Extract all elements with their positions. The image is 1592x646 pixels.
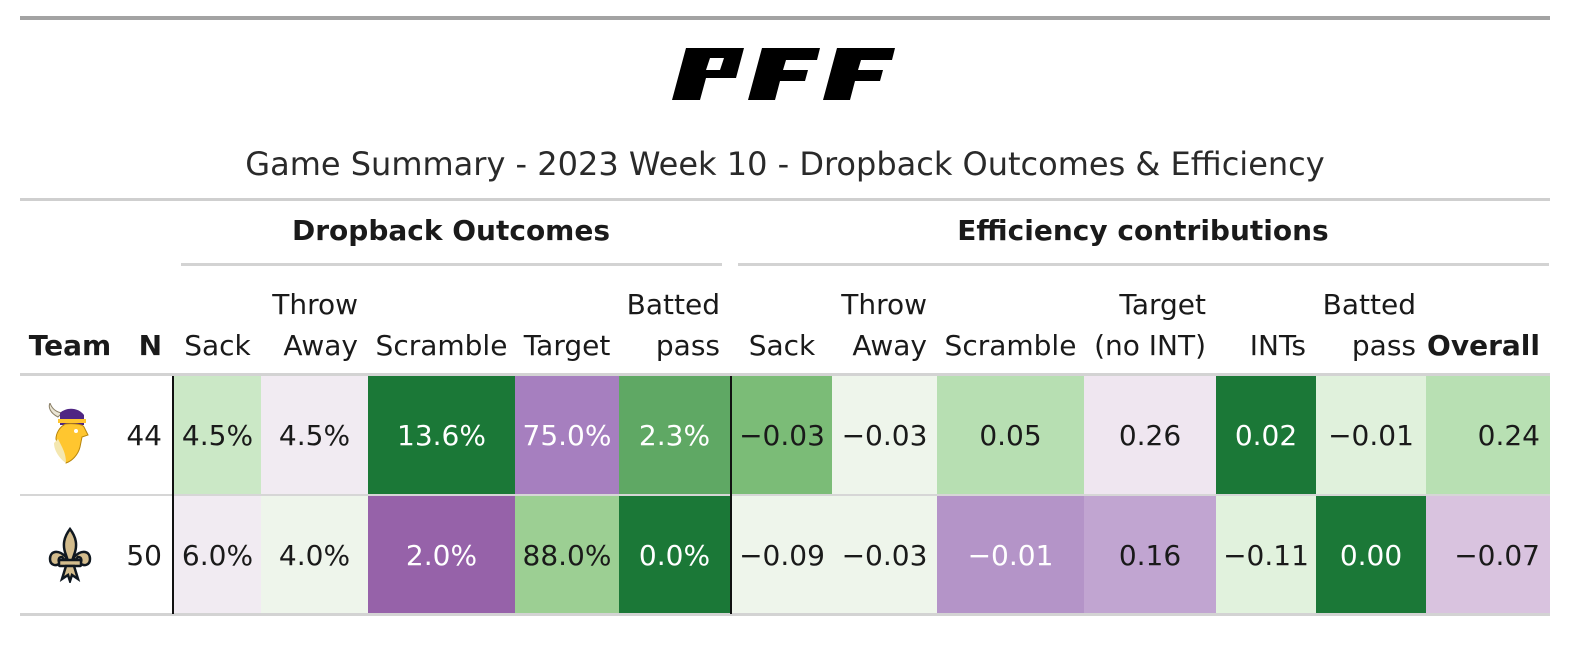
out-target-cell: 88.0% (515, 496, 619, 614)
top-rule (20, 16, 1550, 20)
title-rule (20, 198, 1550, 201)
out-scramble-cell: 13.6% (368, 376, 515, 494)
col-header-out-batted-pass[interactable]: Batted pass (626, 288, 720, 362)
col-header-team[interactable]: Team (28, 329, 112, 362)
table-row: 50 6.0% 4.0% 2.0% 88.0% 0.0% −0.09 −0.03… (20, 496, 1550, 614)
eff-overall-cell: −0.07 (1426, 496, 1550, 614)
eff-scramble-cell: 0.05 (937, 376, 1084, 494)
spanner-efficiency-contributions: Efficiency contributions (957, 214, 1329, 247)
out-batted-pass-cell: 0.0% (619, 496, 730, 614)
vertical-divider-outcomes (172, 376, 174, 614)
header-rule (20, 373, 1550, 376)
eff-throw-away-cell: −0.03 (832, 496, 937, 614)
col-header-eff-throw-away[interactable]: Throw Away (841, 288, 927, 362)
eff-scramble-cell: −0.01 (937, 496, 1084, 614)
eff-batted-pass-cell: −0.01 (1316, 376, 1426, 494)
col-header-eff-ints[interactable]: INTs (1249, 329, 1306, 362)
out-throw-away-cell: 4.0% (261, 496, 368, 614)
eff-batted-pass-cell: 0.00 (1316, 496, 1426, 614)
col-header-n[interactable]: N (138, 329, 162, 362)
team-cell (24, 496, 116, 614)
col-header-out-scramble[interactable]: Scramble (375, 329, 508, 362)
row-divider (20, 494, 1550, 496)
eff-target-cell: 0.26 (1084, 376, 1216, 494)
col-header-out-sack[interactable]: Sack (184, 329, 251, 362)
out-batted-pass-cell: 2.3% (619, 376, 730, 494)
col-header-eff-scramble[interactable]: Scramble (944, 329, 1077, 362)
out-sack-cell: 6.0% (174, 496, 261, 614)
col-header-eff-sack[interactable]: Sack (748, 329, 816, 362)
table-row: 44 4.5% 4.5% 13.6% 75.0% 2.3% −0.03 −0.0… (20, 376, 1550, 494)
eff-overall-cell: 0.24 (1426, 376, 1550, 494)
eff-target-cell: 0.16 (1084, 496, 1216, 614)
out-sack-cell: 4.5% (174, 376, 261, 494)
col-header-out-throw-away[interactable]: Throw Away (272, 288, 358, 362)
spanner-rule-outcomes (181, 263, 722, 266)
eff-sack-cell: −0.03 (732, 376, 832, 494)
n-cell: 44 (126, 418, 162, 452)
out-scramble-cell: 2.0% (368, 496, 515, 614)
eff-ints-cell: −0.11 (1216, 496, 1316, 614)
out-target-cell: 75.0% (515, 376, 619, 494)
team-cell (24, 376, 116, 494)
vertical-divider-efficiency (730, 376, 732, 614)
spanner-rule-efficiency (738, 263, 1549, 266)
out-throw-away-cell: 4.5% (261, 376, 368, 494)
col-header-eff-overall[interactable]: Overall (1427, 329, 1540, 362)
col-header-eff-target-no-int[interactable]: Target (no INT) (1094, 288, 1206, 362)
col-header-eff-batted-pass[interactable]: Batted pass (1322, 288, 1416, 362)
col-header-out-target[interactable]: Target (523, 329, 611, 362)
vikings-logo-icon (48, 403, 89, 464)
eff-ints-cell: 0.02 (1216, 376, 1316, 494)
eff-throw-away-cell: −0.03 (832, 376, 937, 494)
table-title: Game Summary - 2023 Week 10 - Dropback O… (245, 145, 1325, 183)
saints-fleur-de-lis-icon (48, 527, 92, 583)
pff-logo (672, 48, 895, 100)
n-cell: 50 (126, 538, 162, 572)
eff-sack-cell: −0.09 (732, 496, 832, 614)
bottom-rule (20, 613, 1550, 616)
spanner-dropback-outcomes: Dropback Outcomes (291, 214, 611, 247)
